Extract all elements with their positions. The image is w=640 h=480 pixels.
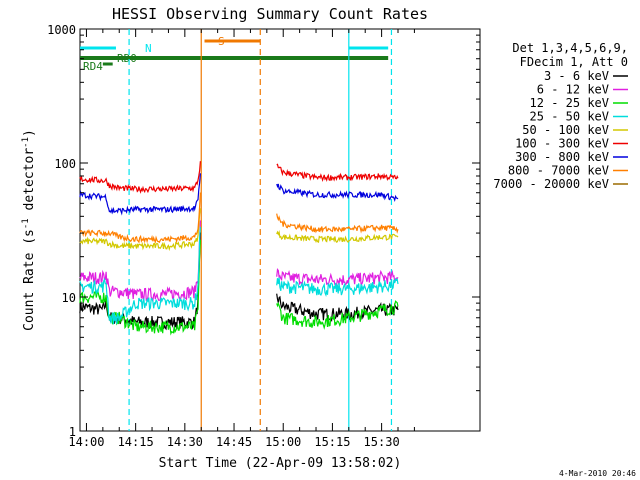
y-tick-label: 1000 xyxy=(47,23,76,37)
flag-label-rd4: RD4 xyxy=(83,60,103,73)
y-axis-label: Count Rate (s-1 detector-1) xyxy=(21,129,37,331)
x-tick-label: 15:00 xyxy=(265,435,301,449)
series-layer xyxy=(79,161,399,336)
plot-frame xyxy=(79,28,481,432)
legend-label: 3 - 6 keV xyxy=(544,69,609,83)
series-line xyxy=(79,173,201,216)
series-line xyxy=(276,277,399,297)
x-tick-label: 14:00 xyxy=(68,435,104,449)
series-line xyxy=(79,208,201,252)
legend-header-line-2: FDecim 1, Att 0 xyxy=(520,55,628,69)
series-line xyxy=(79,192,201,244)
legend-label: 800 - 7000 keV xyxy=(508,164,609,178)
flag-label-s: S xyxy=(218,35,225,48)
flag-label-n: N xyxy=(145,42,152,55)
y-tick-label: 10 xyxy=(62,291,76,305)
x-tick-label: 15:30 xyxy=(364,435,400,449)
series-line xyxy=(79,226,201,325)
legend-label: 100 - 300 keV xyxy=(515,137,609,151)
chart-title: HESSI Observing Summary Count Rates xyxy=(112,5,428,23)
observing-flags: N RD0 RD4 S xyxy=(80,35,389,73)
series-line xyxy=(276,183,399,202)
series-line xyxy=(276,213,399,234)
legend: Det 1,3,4,5,6,9, FDecim 1, Att 0 3 - 6 k… xyxy=(493,41,628,191)
event-lines xyxy=(128,29,393,431)
y-tick-label: 1 xyxy=(69,425,76,439)
x-axis-label: Start Time (22-Apr-09 13:58:02) xyxy=(159,456,402,471)
legend-label: 12 - 25 keV xyxy=(530,96,609,110)
series-line xyxy=(79,232,201,331)
series-line xyxy=(276,267,399,288)
x-tick-label: 14:45 xyxy=(216,435,252,449)
legend-label: 50 - 100 keV xyxy=(522,123,609,137)
y-tick-label: 100 xyxy=(54,157,76,171)
x-tick-label: 15:15 xyxy=(314,435,350,449)
series-line xyxy=(276,229,399,244)
generation-timestamp: 4-Mar-2010 20:46 xyxy=(559,469,636,478)
x-tick-label: 14:30 xyxy=(167,435,203,449)
x-tick-label: 14:15 xyxy=(118,435,154,449)
series-line xyxy=(79,239,201,336)
axis-ticks: 14:00 14:15 14:30 14:45 15:00 15:15 15:30 1 10 10… xyxy=(47,23,480,449)
series-line xyxy=(276,163,399,183)
legend-label: 7000 - 20000 keV xyxy=(493,177,609,191)
legend-header-line-1: Det 1,3,4,5,6,9, xyxy=(512,41,628,55)
flag-label-rd0: RD0 xyxy=(117,52,137,65)
series-line xyxy=(276,300,399,330)
legend-label: 300 - 800 keV xyxy=(515,150,609,164)
legend-label: 25 - 50 keV xyxy=(530,110,609,124)
series-line xyxy=(79,161,201,194)
legend-label: 6 - 12 keV xyxy=(537,83,609,97)
